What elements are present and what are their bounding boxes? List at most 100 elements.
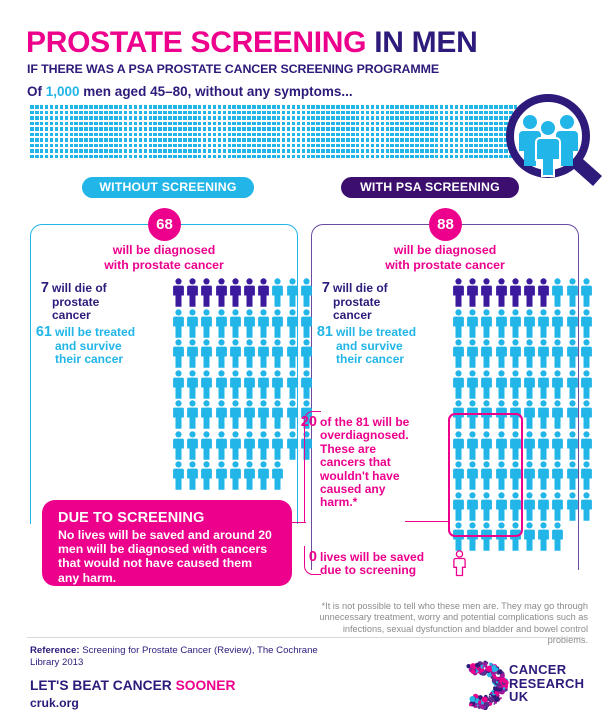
- person-icon-survives: [215, 430, 228, 460]
- badge-count-right: 88: [429, 208, 462, 241]
- person-icon-survives: [257, 430, 270, 460]
- person-icon-survives: [466, 339, 479, 368]
- person-icon-survives: [537, 308, 550, 338]
- banner-without-screening: WITHOUT SCREENING: [82, 177, 254, 198]
- person-icon-survives: [480, 339, 493, 368]
- person-icon-dies: [495, 278, 508, 307]
- person-icon-dies: [509, 278, 522, 307]
- person-icon-survives: [566, 278, 579, 307]
- person-icon-survives: [580, 400, 593, 429]
- person-icon-survives: [523, 491, 536, 521]
- population-dot-grid: [30, 105, 526, 160]
- website-url[interactable]: cruk.org: [30, 696, 79, 710]
- person-icon-survives: [215, 369, 228, 399]
- lede-prefix: Of: [27, 84, 46, 99]
- person-icon-survives: [480, 491, 493, 521]
- person-icon-survives: [200, 339, 213, 368]
- logo-line-1: CANCER: [509, 662, 567, 677]
- overdiagnosed-note: 20 of the 81 will be overdiagnosed. Thes…: [301, 415, 423, 510]
- person-icon-survives: [257, 461, 270, 490]
- person-icon-survives: [466, 491, 479, 521]
- logo-line-3: UK: [509, 689, 529, 705]
- person-icon-survives: [172, 430, 185, 460]
- person-icon-survives: [523, 430, 536, 460]
- person-icon-survives: [523, 400, 536, 429]
- slogan: LET'S BEAT CANCER SOONER: [30, 678, 235, 693]
- person-icon-survives: [509, 430, 522, 460]
- dot-row: [30, 132, 526, 139]
- person-icon-dies: [257, 278, 270, 307]
- person-icon-survives: [172, 308, 185, 338]
- person-icon-dies: [243, 278, 256, 307]
- person-icon-survives: [452, 522, 465, 551]
- stat-survive-left-number: 61: [35, 324, 52, 340]
- person-icon-dies: [172, 278, 185, 307]
- person-icon-survives: [257, 308, 270, 338]
- overdiagnosed-label: of the 81 will be overdiagnosed. These a…: [320, 415, 410, 510]
- person-icon-survives: [229, 400, 242, 429]
- pictogram-row: [452, 522, 595, 553]
- person-icon-survives: [186, 461, 199, 490]
- page-title-secondary: IN MEN: [374, 26, 478, 59]
- person-icon-survives: [172, 339, 185, 368]
- diagnosed-caption-left: will be diagnosed with prostate cancer: [104, 243, 224, 272]
- person-icon-survives: [200, 400, 213, 429]
- banner-with-psa-screening: WITH PSA SCREENING: [341, 177, 519, 198]
- person-icon-survives: [566, 339, 579, 368]
- pictogram-row: [172, 339, 315, 370]
- person-icon-survives: [466, 430, 479, 460]
- person-icon-survives: [495, 430, 508, 460]
- person-icon-survives: [172, 461, 185, 490]
- person-icon-survives: [243, 430, 256, 460]
- person-icon-survives: [257, 400, 270, 429]
- lives-saved-note: 0 lives will be saved due to screening: [309, 550, 430, 578]
- lede-number: 1,000: [45, 84, 80, 99]
- person-icon-survives: [551, 461, 564, 490]
- lives-saved-bracket: [304, 546, 321, 575]
- pictogram-row: [172, 308, 315, 340]
- slogan-accent: SOONER: [175, 678, 236, 693]
- person-icon-survives: [271, 430, 284, 460]
- person-icon-survives: [300, 339, 313, 368]
- person-icon-survives: [200, 308, 213, 338]
- person-icon-survives: [551, 339, 564, 368]
- person-icon-survives: [271, 400, 284, 429]
- person-icon-survives: [480, 400, 493, 429]
- person-icon-survives: [480, 369, 493, 399]
- person-icon-survives: [580, 369, 593, 399]
- lives-saved-label: lives will be saved due to screening: [320, 550, 425, 578]
- person-icon-survives: [523, 339, 536, 368]
- dot-row: [30, 127, 526, 133]
- person-icon-survives: [566, 308, 579, 338]
- person-icon-survives: [537, 461, 550, 490]
- person-icon-survives: [286, 339, 299, 368]
- person-icon-survives: [495, 461, 508, 490]
- person-icon-survives: [537, 430, 550, 460]
- person-icon-survives: [186, 339, 199, 368]
- person-icon-survives: [551, 308, 564, 338]
- person-icon-survives: [537, 339, 550, 368]
- dot-row: [30, 105, 526, 111]
- lede-suffix: men aged 45–80, without any symptoms...: [79, 84, 353, 99]
- person-icon-survives: [509, 400, 522, 429]
- pictogram-row: [452, 461, 595, 492]
- stat-survive-left: 61 will be treated and survive their cance…: [36, 325, 141, 367]
- person-icon-survives: [466, 461, 479, 490]
- person-icon-survives: [452, 430, 465, 460]
- person-icon-survives: [186, 430, 199, 460]
- person-icon-survives: [215, 461, 228, 490]
- person-icon-survives: [186, 308, 199, 338]
- cancer-research-uk-logo-icon: [452, 660, 587, 711]
- person-icon-survives: [243, 339, 256, 368]
- person-icon-survives: [271, 461, 284, 490]
- person-icon-survives: [523, 461, 536, 490]
- person-icon-survives: [271, 369, 284, 399]
- person-icon-survives: [257, 369, 270, 399]
- person-icon-survives: [509, 491, 522, 521]
- person-icon-dies: [466, 278, 479, 307]
- person-icon-dies: [480, 278, 493, 307]
- person-icon-survives: [523, 308, 536, 338]
- stat-die-left-label: will die of prostate cancer: [52, 281, 107, 322]
- page-subtitle: IF THERE WAS A PSA PROSTATE CANCER SCREE…: [27, 62, 440, 76]
